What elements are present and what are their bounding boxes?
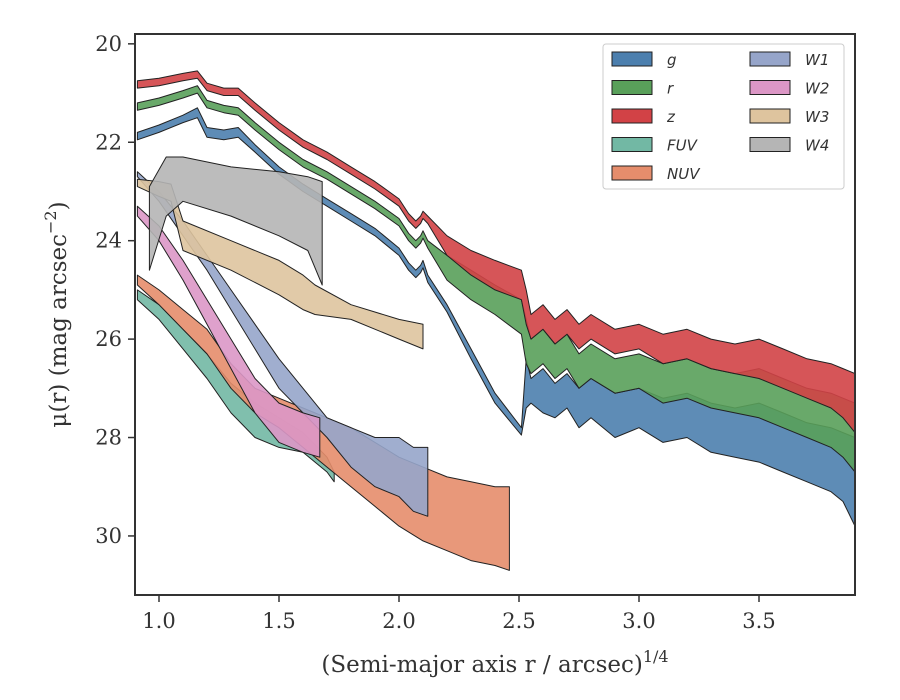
y-tick-label: 24 — [95, 229, 122, 253]
legend-swatch-w3 — [749, 108, 791, 124]
x-axis-label: (Semi-major axis r / arcsec)1/4 — [321, 647, 668, 678]
y-tick-label: 20 — [95, 32, 122, 56]
legend-label-fuv: FUV — [667, 137, 699, 155]
legend-swatch-nuv — [611, 165, 653, 181]
y-axis-label-text: μ(r) (mag arcsec — [46, 234, 72, 428]
y-axis-label-exponent: −2 — [41, 210, 60, 234]
legend-label-w2: W2 — [805, 80, 829, 98]
x-tick-label: 1.0 — [142, 609, 175, 633]
legend-label-w4: W4 — [805, 137, 829, 155]
x-tick-label: 2.0 — [382, 609, 415, 633]
legend: grz FUV NUV W1 W2 W3 W4 — [602, 43, 845, 190]
y-tick-label: 28 — [95, 426, 122, 450]
y-tick-label: 26 — [95, 327, 122, 351]
y-tick-label: 30 — [95, 524, 122, 548]
legend-swatch-r — [611, 80, 653, 95]
x-tick-label: 1.5 — [262, 609, 295, 633]
series-band-w2 — [136, 205, 321, 458]
legend-swatch-g — [611, 51, 653, 67]
y-axis-label: μ(r) (mag arcsec−2) — [41, 201, 72, 427]
legend-label-r: r — [667, 80, 674, 98]
x-axis-label-exponent: 1/4 — [643, 647, 669, 666]
x-tick-label: 3.5 — [742, 609, 775, 633]
legend-swatch-w1 — [749, 51, 791, 67]
series-band-w3 — [136, 178, 424, 350]
legend-swatch-fuv — [611, 137, 653, 152]
series-band-w1 — [136, 171, 429, 517]
plot-frame — [134, 33, 856, 596]
y-tick-label: 22 — [95, 130, 122, 154]
legend-swatch-w2 — [749, 80, 791, 95]
legend-swatch-w4 — [749, 137, 791, 152]
legend-label-w1: W1 — [805, 51, 829, 69]
x-tick-label: 2.5 — [502, 609, 535, 633]
y-axis-label-close: ) — [46, 201, 72, 210]
legend-label-w3: W3 — [805, 108, 829, 126]
series-band-w4 — [148, 156, 323, 286]
legend-label-g: g — [667, 51, 677, 69]
legend-label-z: z — [666, 108, 676, 126]
legend-label-nuv: NUV — [667, 165, 701, 183]
ticks-layer: 1.0 1.5 2.0 2.5 3.0 3.5 20 22 24 26 28 30 — [95, 32, 775, 633]
x-tick-label: 3.0 — [622, 609, 655, 633]
legend-swatch-z — [611, 108, 653, 124]
x-axis-label-text: (Semi-major axis r / arcsec) — [321, 652, 642, 678]
